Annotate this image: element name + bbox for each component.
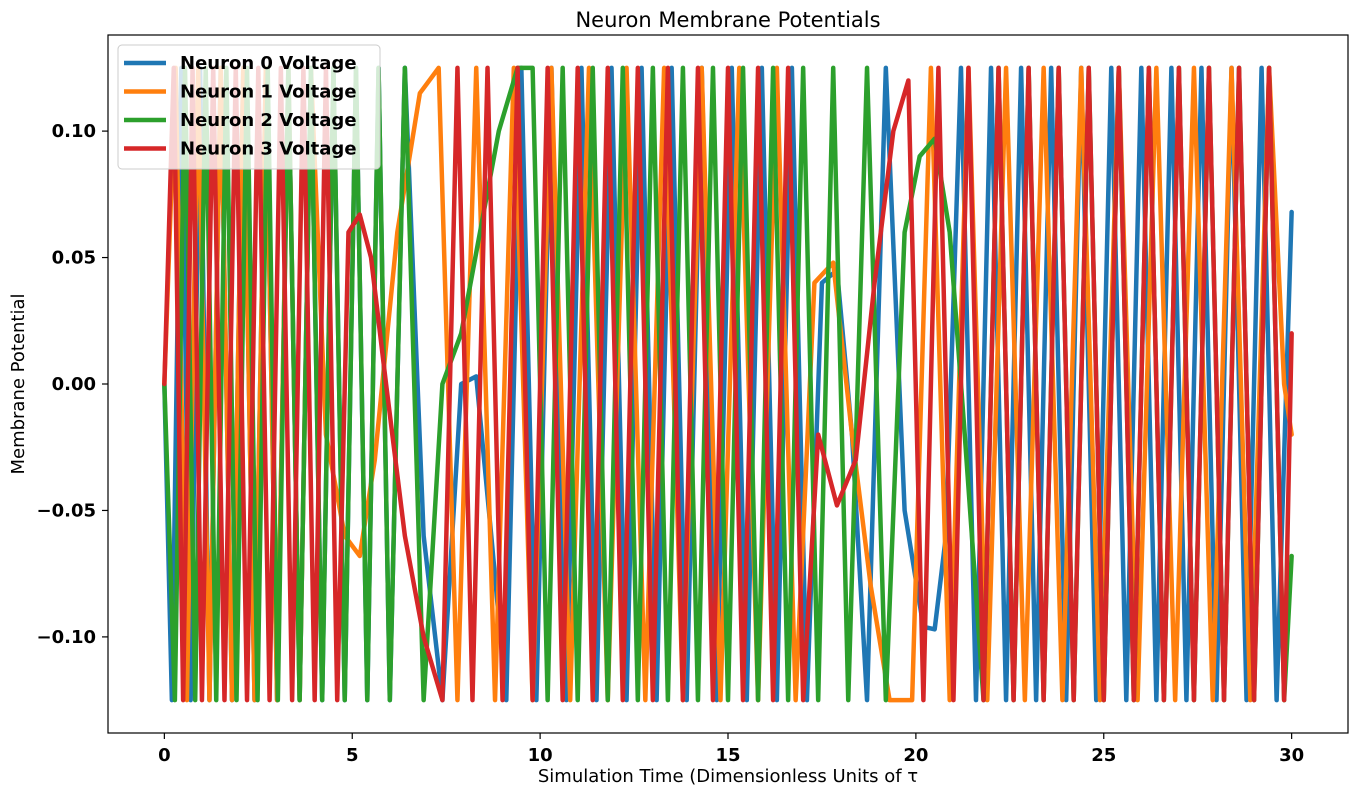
x-tick-label: 20 [903, 745, 928, 766]
y-tick-label: −0.05 [37, 500, 97, 521]
x-tick-label: 15 [715, 745, 740, 766]
legend: Neuron 0 Voltage Neuron 1 Voltage Neuron 2… [117, 44, 381, 170]
y-tick-label: −0.10 [37, 627, 97, 648]
y-axis-title: Membrane Potential [8, 293, 29, 474]
y-tick-label: 0.00 [52, 374, 96, 395]
series-line-neuron-3 [162, 65, 1294, 703]
legend-label: Neuron 1 Voltage [180, 82, 357, 103]
x-axis: 0 5 10 15 20 25 30 [158, 733, 1304, 766]
series-layer [162, 65, 1294, 703]
x-tick-label: 30 [1279, 745, 1304, 766]
x-tick-label: 10 [528, 745, 553, 766]
x-tick-label: 5 [346, 745, 359, 766]
y-tick-label: 0.10 [52, 121, 96, 142]
chart-title: Neuron Membrane Potentials [575, 8, 880, 32]
legend-label: Neuron 0 Voltage [180, 53, 357, 74]
legend-label: Neuron 2 Voltage [180, 110, 357, 131]
y-tick-label: 0.05 [52, 248, 96, 269]
legend-box [117, 44, 381, 170]
x-axis-title: Simulation Time (Dimensionless Units of … [538, 766, 918, 787]
legend-label: Neuron 3 Voltage [180, 139, 357, 160]
x-tick-label: 0 [158, 745, 171, 766]
x-tick-label: 25 [1091, 745, 1116, 766]
y-axis: −0.10 −0.05 0.00 0.05 0.10 [37, 121, 108, 648]
